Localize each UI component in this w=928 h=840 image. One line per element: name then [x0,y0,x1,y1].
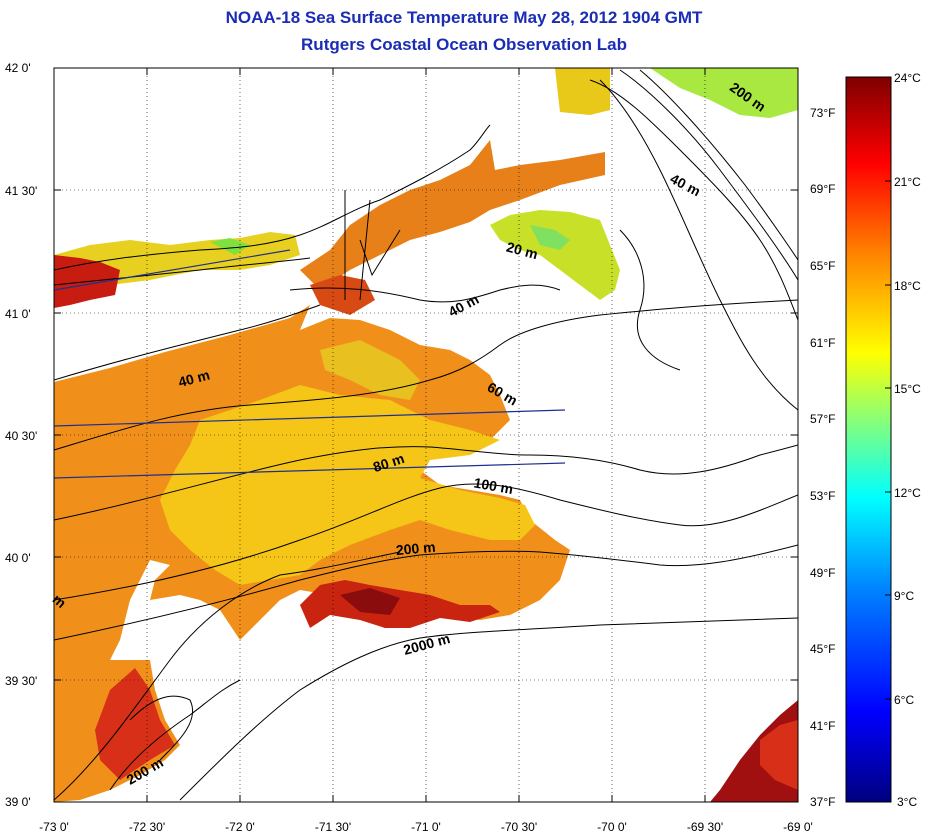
colorbar-labels: 24°C 21°C 18°C 15°C 12°C 9°C 6°C 3°C [894,71,921,809]
longitude-label: -72 0' [225,820,255,834]
colorbar-label: 6°C [894,693,914,707]
latitude-label: 39 30' [5,674,37,688]
colorbar-label: 3°C [897,795,917,809]
latitude-label: 40 0' [5,551,31,565]
colorbar-label: 21°C [894,175,921,189]
fahrenheit-label: 65°F [810,259,835,273]
colorbar-label: 24°C [894,71,921,85]
fahrenheit-label: 49°F [810,566,835,580]
colorbar-ticks [885,180,891,700]
contour-label: 40 m [668,170,704,199]
contour-label: 40 m [446,291,482,320]
frame-ticks [53,67,799,802]
longitude-label: -69 30' [687,820,723,834]
latitude-label: 42 0' [5,61,31,75]
latitude-label: 39 0' [5,795,31,809]
colorbar-label: 9°C [894,589,914,603]
fahrenheit-label: 37°F [810,795,835,809]
longitude-label: -73 0' [39,820,69,834]
fahrenheit-label: 73°F [810,106,835,120]
map-subtitle: Rutgers Coastal Ocean Observation Lab [301,35,627,54]
fahrenheit-label: 61°F [810,336,835,350]
colorbar-label: 15°C [894,382,921,396]
latitude-label: 41 30' [5,184,37,198]
map-title: NOAA-18 Sea Surface Temperature May 28, … [225,8,703,27]
longitude-labels: -73 0' -72 30' -72 0' -71 30' -71 0' -70… [39,820,813,834]
longitude-label: -71 30' [315,820,351,834]
longitude-label: -70 0' [597,820,627,834]
latitude-label: 40 30' [5,429,37,443]
colorbar-label: 12°C [894,486,921,500]
fahrenheit-label: 57°F [810,412,835,426]
longitude-label: -70 30' [501,820,537,834]
sst-field [54,68,798,802]
fahrenheit-label: 53°F [810,489,835,503]
contour-label: 40 m [177,366,212,390]
contour-label: 2000 m [402,630,452,658]
fahrenheit-label: 41°F [810,719,835,733]
longitude-label: -71 0' [411,820,441,834]
latitude-label: 41 0' [5,307,31,321]
grid-lines [54,68,798,802]
fahrenheit-label: 45°F [810,642,835,656]
fahrenheit-label: 69°F [810,182,835,196]
colorbar [845,76,892,803]
longitude-label: -69 0' [783,820,813,834]
fahrenheit-labels: 73°F 69°F 65°F 61°F 57°F 53°F 49°F 45°F … [810,106,835,809]
latitude-labels: 42 0' 41 30' 41 0' 40 30' 40 0' 39 30' 3… [5,61,37,809]
colorbar-label: 18°C [894,279,921,293]
contour-label: 200 m [395,539,436,558]
contour-label: 100 m [473,474,515,497]
longitude-label: -72 30' [129,820,165,834]
contour-label: 20 m [505,239,540,263]
transect-lines [53,249,566,479]
bathymetry-contours [54,69,798,801]
